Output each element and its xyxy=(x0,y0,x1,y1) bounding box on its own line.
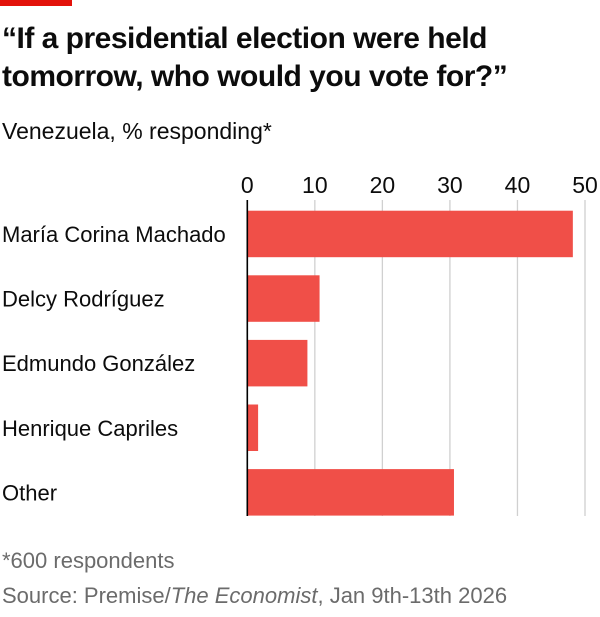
source-publication: The Economist xyxy=(170,583,318,608)
category-label: Edmundo González xyxy=(2,351,195,376)
tick-label: 50 xyxy=(572,172,598,198)
category-label: María Corina Machado xyxy=(2,222,226,247)
source-line: Source: Premise/The Economist, Jan 9th-1… xyxy=(2,583,507,609)
bar xyxy=(247,469,454,516)
footnote: *600 respondents xyxy=(2,548,175,573)
tick-label: 20 xyxy=(370,172,396,198)
category-label: Delcy Rodríguez xyxy=(2,287,165,312)
chart-title: “If a presidential election were held to… xyxy=(2,22,508,93)
bar xyxy=(247,275,320,322)
category-label: Other xyxy=(2,480,57,505)
tick-label: 30 xyxy=(437,172,463,198)
bar xyxy=(247,404,259,451)
bar xyxy=(247,210,573,258)
tick-label: 10 xyxy=(302,172,328,198)
brand-red-bar xyxy=(0,0,72,6)
source-suffix: , Jan 9th-13th 2026 xyxy=(317,583,508,608)
category-label: Henrique Capriles xyxy=(2,416,178,441)
chart-subtitle: Venezuela, % responding* xyxy=(2,118,272,144)
bar xyxy=(247,339,308,387)
tick-label: 40 xyxy=(505,172,531,198)
source-prefix: Source: Premise/ xyxy=(2,583,171,608)
tick-label: 0 xyxy=(241,172,254,198)
